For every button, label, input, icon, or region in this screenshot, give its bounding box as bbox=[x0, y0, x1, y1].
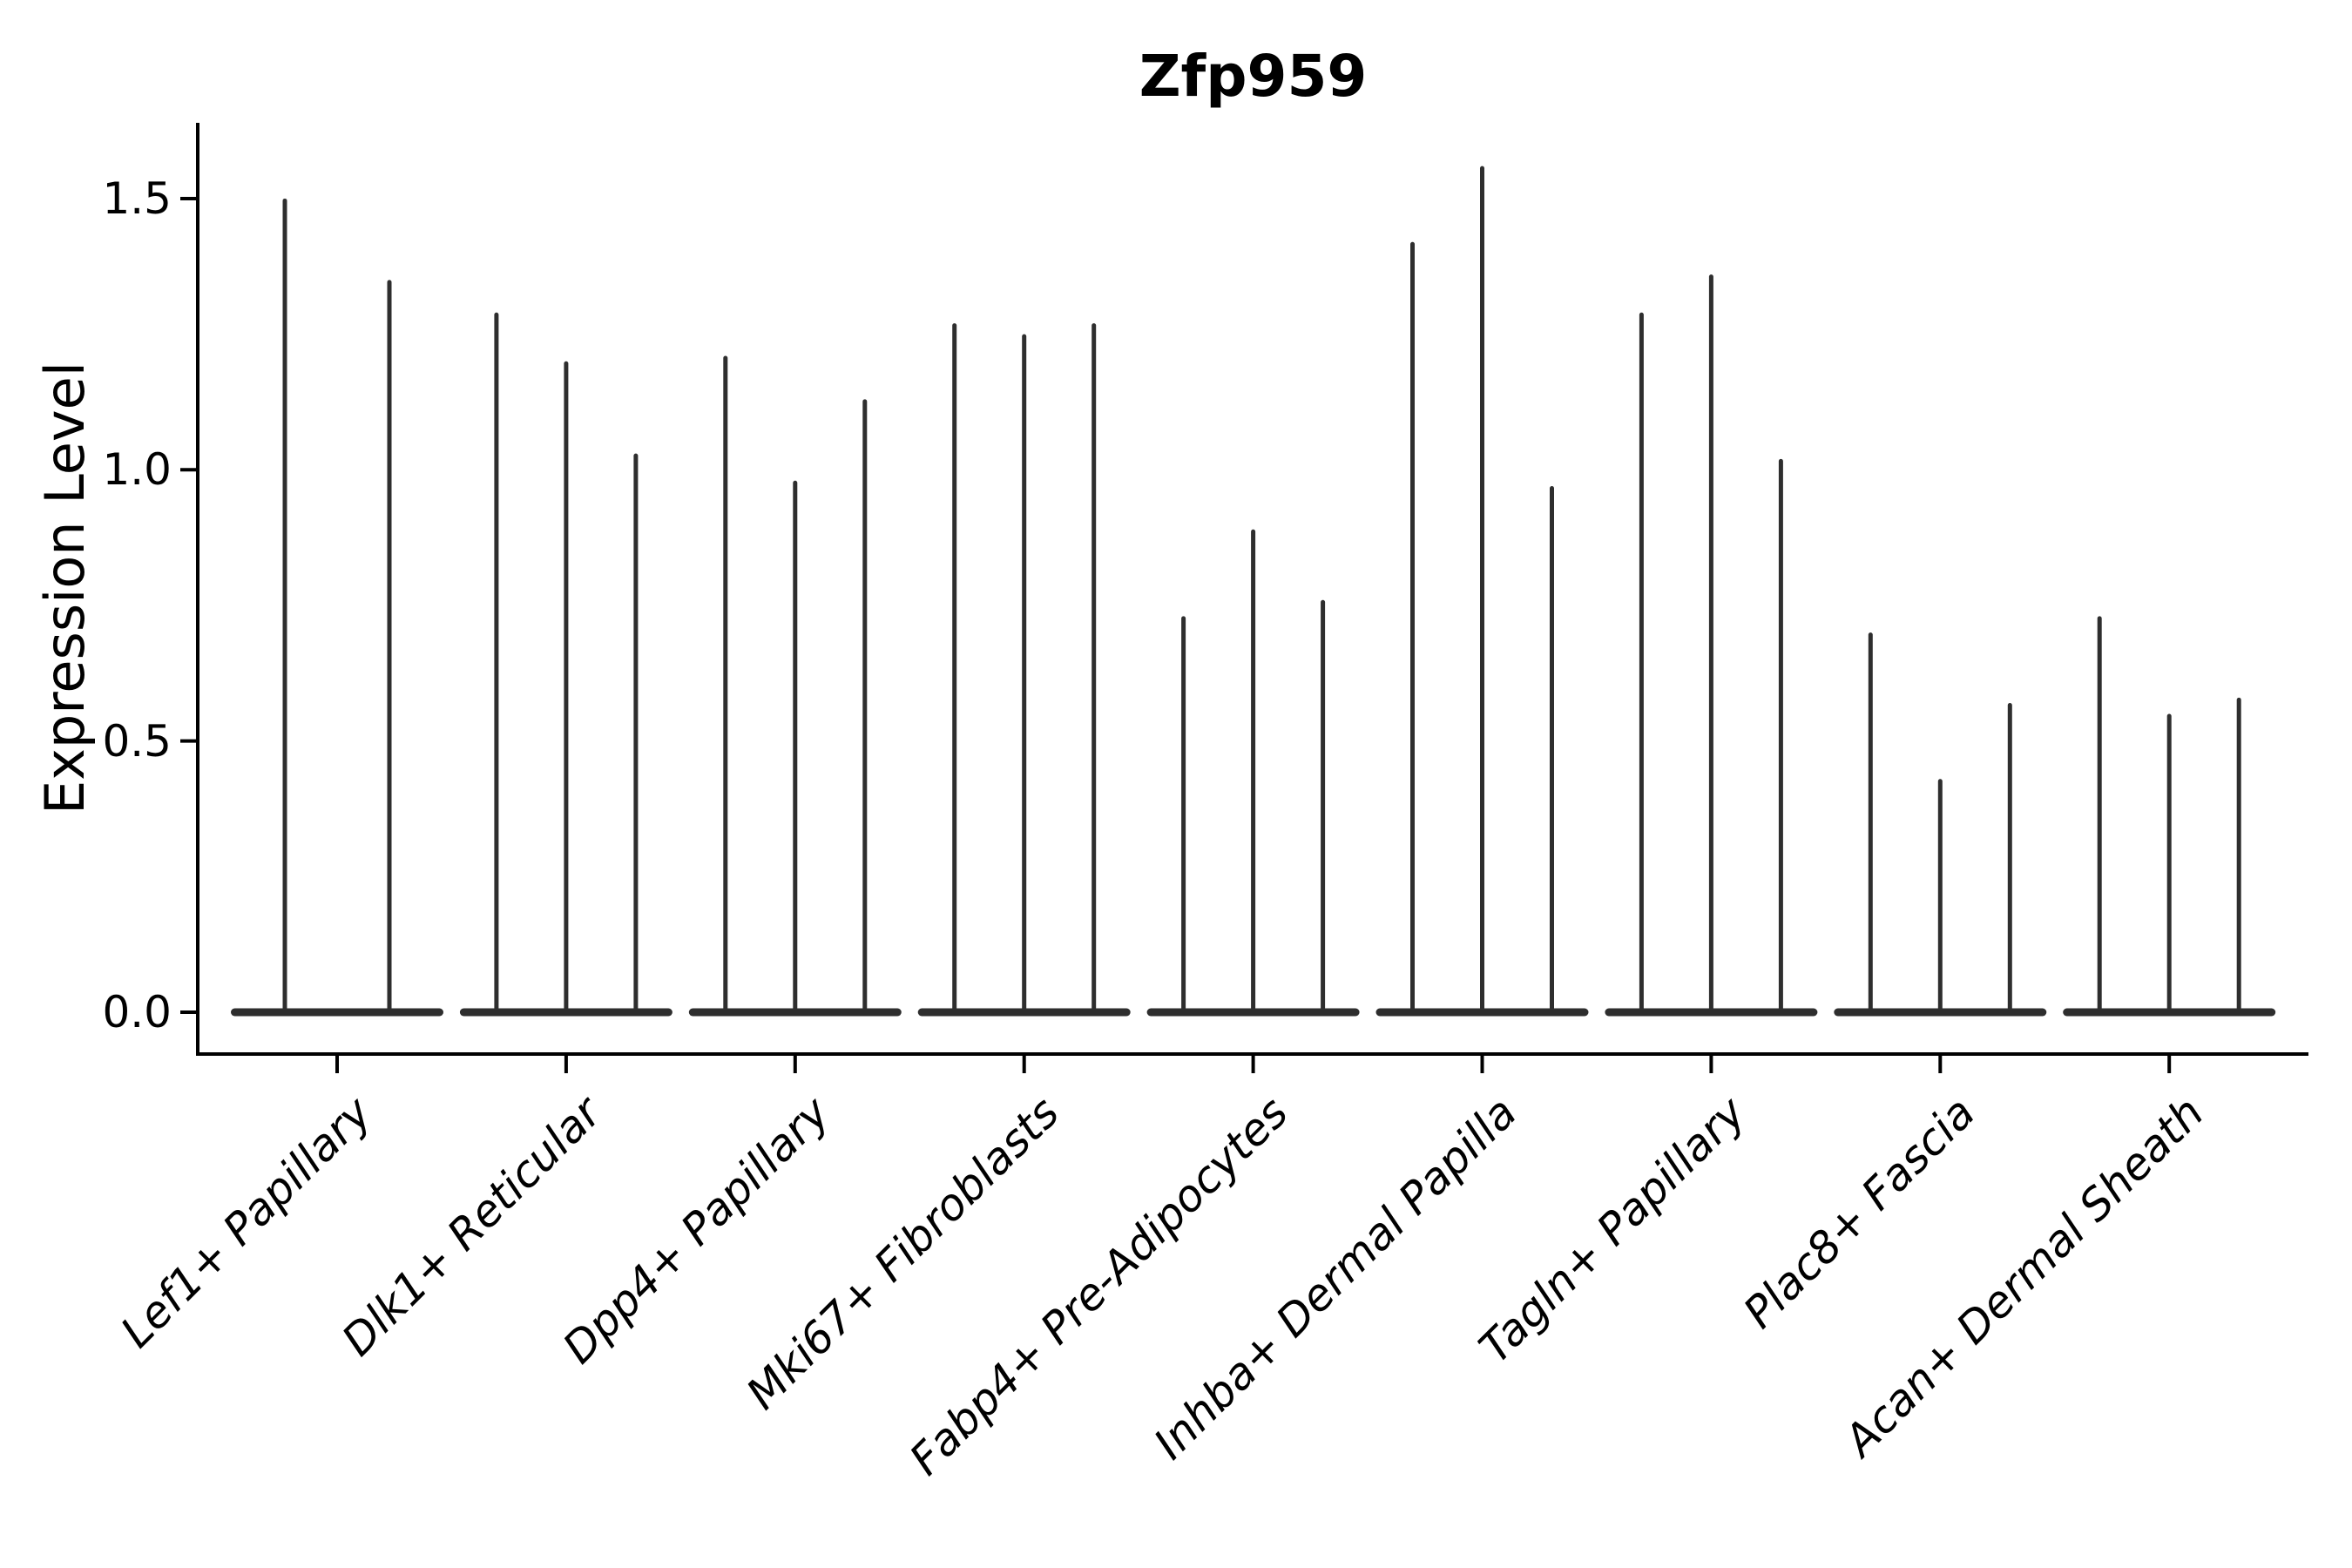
violin-spike bbox=[1708, 274, 1713, 1014]
plot-title: Zfp959 bbox=[1139, 43, 1368, 110]
violin-spike bbox=[952, 323, 957, 1014]
y-tick-label: 1.0 bbox=[102, 444, 172, 496]
violin-spike bbox=[1937, 779, 1943, 1014]
violin-spike bbox=[793, 480, 798, 1014]
violin-spike bbox=[1868, 632, 1873, 1014]
violin-spike bbox=[1022, 334, 1027, 1014]
violin-spike bbox=[1181, 616, 1186, 1014]
violin-spike bbox=[282, 198, 287, 1014]
violin-spike bbox=[862, 399, 868, 1014]
violin-spike bbox=[2166, 713, 2172, 1014]
violin-spike bbox=[1410, 241, 1415, 1014]
violin-spike bbox=[1778, 458, 1783, 1014]
violin-spike bbox=[1639, 312, 1644, 1014]
violin-base bbox=[231, 1008, 443, 1017]
violin-spike bbox=[494, 312, 499, 1014]
violin-spike bbox=[633, 453, 639, 1014]
violin-spike bbox=[2236, 697, 2241, 1014]
violin-spike bbox=[564, 361, 569, 1014]
violin-spike bbox=[387, 280, 392, 1015]
violin-spike bbox=[2097, 616, 2102, 1014]
violin-spike bbox=[1321, 599, 1326, 1014]
y-tick-label: 0.5 bbox=[102, 715, 172, 767]
violin-spike bbox=[723, 355, 728, 1015]
violin-spike bbox=[1550, 485, 1554, 1014]
y-tick-label: 1.5 bbox=[102, 172, 172, 224]
violin-spike bbox=[1480, 166, 1484, 1014]
y-tick-label: 0.0 bbox=[102, 987, 172, 1037]
violin-spike bbox=[1092, 323, 1097, 1014]
violin-spike bbox=[2007, 703, 2012, 1014]
violin-spike bbox=[1251, 529, 1256, 1014]
